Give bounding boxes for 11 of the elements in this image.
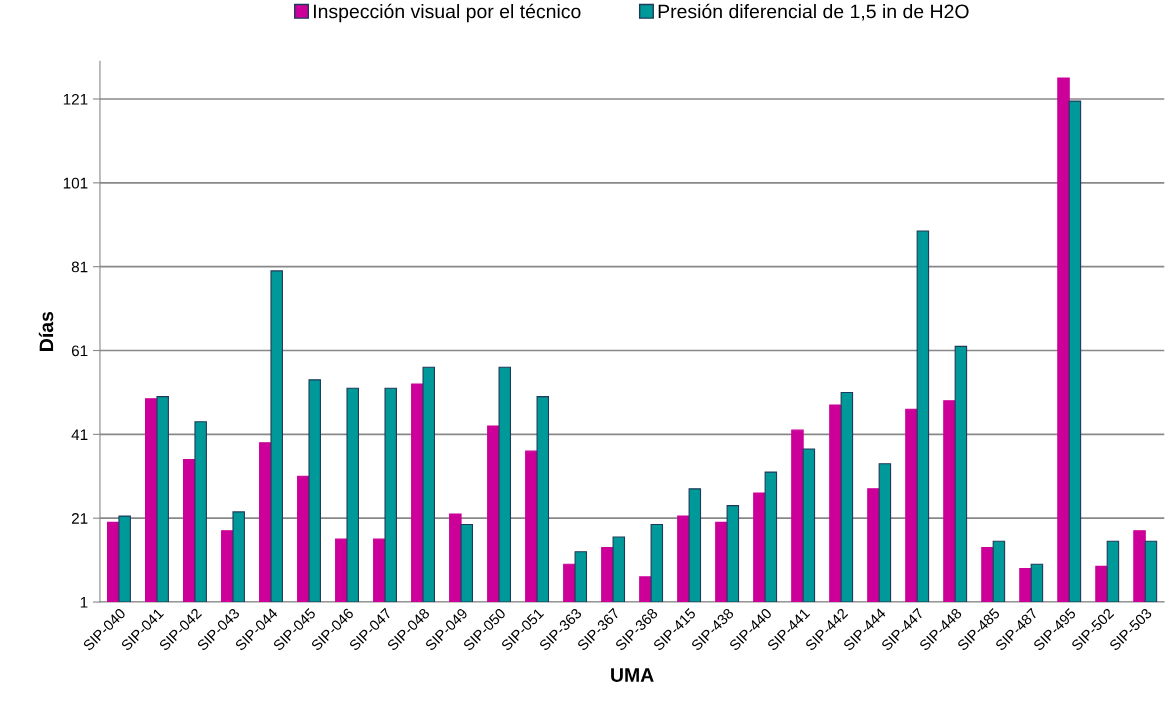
legend-label: Inspección visual por el técnico bbox=[314, 3, 581, 23]
x-axis-title: UMA bbox=[611, 668, 654, 682]
y-tick-label: 41 bbox=[71, 429, 88, 440]
y-tick-label: 121 bbox=[63, 93, 88, 105]
legend-label: Presión diferencial de 1,5 in de H2O bbox=[658, 3, 969, 21]
y-axis-title: Días bbox=[38, 311, 54, 351]
y-tick-label: 21 bbox=[71, 513, 88, 524]
y-tick-label: 1 bbox=[80, 597, 88, 608]
y-tick-label: 61 bbox=[71, 345, 88, 357]
y-tick-label: 81 bbox=[71, 261, 88, 273]
y-tick-label: 101 bbox=[63, 177, 88, 189]
